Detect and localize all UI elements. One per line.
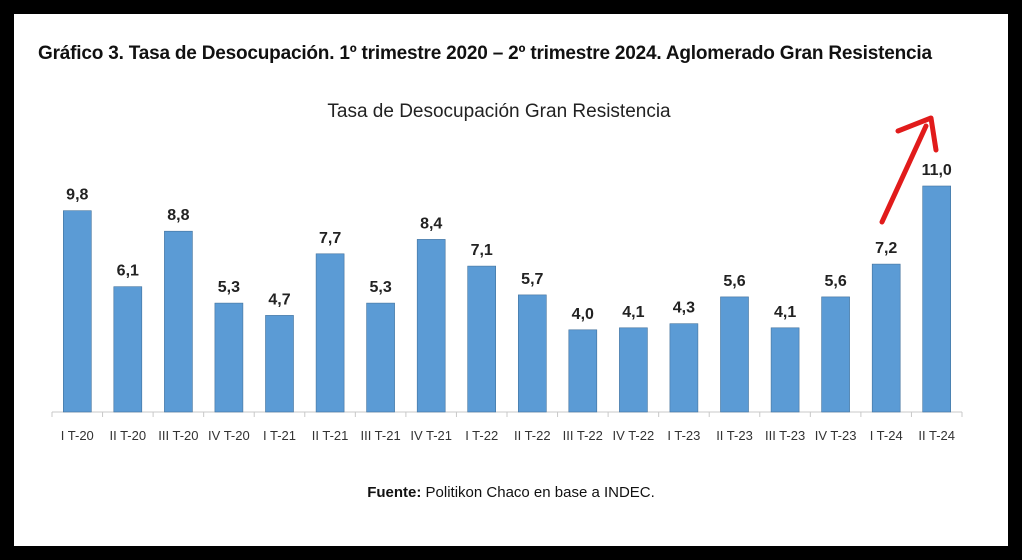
data-label: 5,6 <box>723 273 745 290</box>
trend-arrow-annotation <box>879 115 939 225</box>
bar-ii-t-22 <box>517 294 547 413</box>
data-label: 9,8 <box>66 187 88 204</box>
category-labels-group: I T-20 II T-20 III T-20 IV T-20 I T-21 II T-2… <box>61 428 955 443</box>
source-label: Fuente: <box>367 484 422 501</box>
bar-i-t-23 <box>669 323 699 413</box>
bar-iii-t-21 <box>366 302 395 413</box>
data-label: 5,3 <box>218 279 240 296</box>
data-label: 4,1 <box>774 304 796 321</box>
category-label: III T-21 <box>360 428 400 443</box>
category-label: III T-23 <box>765 428 805 443</box>
bar-iii-t-22 <box>568 329 598 413</box>
chart-title: Tasa de Desocupación Gran Resistencia <box>327 101 671 122</box>
bar-iii-t-20 <box>164 230 193 413</box>
bar-i-t-22 <box>467 265 497 413</box>
data-label: 11,0 <box>922 162 952 179</box>
bar-iii-t-23 <box>770 327 800 413</box>
category-label: II T-22 <box>514 428 551 443</box>
bars-group <box>62 185 952 413</box>
bar-i-t-24 <box>871 263 901 413</box>
category-label: I T-21 <box>263 428 296 443</box>
category-label: III T-20 <box>158 428 198 443</box>
bar-ii-t-21 <box>315 253 345 413</box>
category-label: II T-23 <box>716 428 753 443</box>
bar-iv-t-21 <box>416 239 446 413</box>
source-note: Fuente: Politikon Chaco en base a INDEC. <box>0 484 1022 501</box>
category-label: I T-23 <box>667 428 700 443</box>
trend-arrow-icon <box>879 123 929 225</box>
data-label: 7,1 <box>471 242 493 259</box>
category-label: II T-20 <box>109 428 146 443</box>
data-label: 4,1 <box>622 304 644 321</box>
source-text: Politikon Chaco en base a INDEC. <box>421 484 655 501</box>
bar-iv-t-22 <box>619 327 648 413</box>
bar-ii-t-24 <box>922 185 952 413</box>
category-label: II T-21 <box>312 428 349 443</box>
data-label: 8,4 <box>420 215 442 232</box>
category-label: IV T-20 <box>208 428 250 443</box>
category-label: I T-24 <box>870 428 903 443</box>
category-label: IV T-21 <box>410 428 452 443</box>
category-label: IV T-22 <box>613 428 655 443</box>
data-label: 4,0 <box>572 306 594 323</box>
trend-arrow-head-icon <box>895 115 939 153</box>
bar-i-t-21 <box>265 315 294 413</box>
bar-ii-t-20 <box>113 286 143 413</box>
bar-i-t-20 <box>62 210 92 413</box>
category-label: III T-22 <box>563 428 603 443</box>
data-label: 7,7 <box>319 230 341 247</box>
data-label: 5,6 <box>824 273 846 290</box>
data-label: 5,3 <box>369 279 391 296</box>
data-label: 7,2 <box>875 240 897 257</box>
data-label: 4,7 <box>268 291 290 308</box>
figure-heading: Gráfico 3. Tasa de Desocupación. 1º trim… <box>38 43 932 64</box>
data-label: 8,8 <box>167 207 189 224</box>
category-label: I T-20 <box>61 428 94 443</box>
data-label: 4,3 <box>673 300 695 317</box>
category-label: IV T-23 <box>815 428 857 443</box>
category-label: II T-24 <box>918 428 955 443</box>
category-label: I T-22 <box>465 428 498 443</box>
data-label: 6,1 <box>117 263 139 280</box>
x-axis-ticks <box>51 412 963 417</box>
bar-iv-t-20 <box>214 302 244 413</box>
data-labels-group: 9,8 6,1 8,8 5,3 4,7 7,7 5,3 8,4 7,1 5,7 4,0 4,1 4,3 5… <box>66 162 952 323</box>
bar-iv-t-23 <box>821 296 850 413</box>
bar-ii-t-23 <box>720 296 749 413</box>
data-label: 5,7 <box>521 271 543 288</box>
